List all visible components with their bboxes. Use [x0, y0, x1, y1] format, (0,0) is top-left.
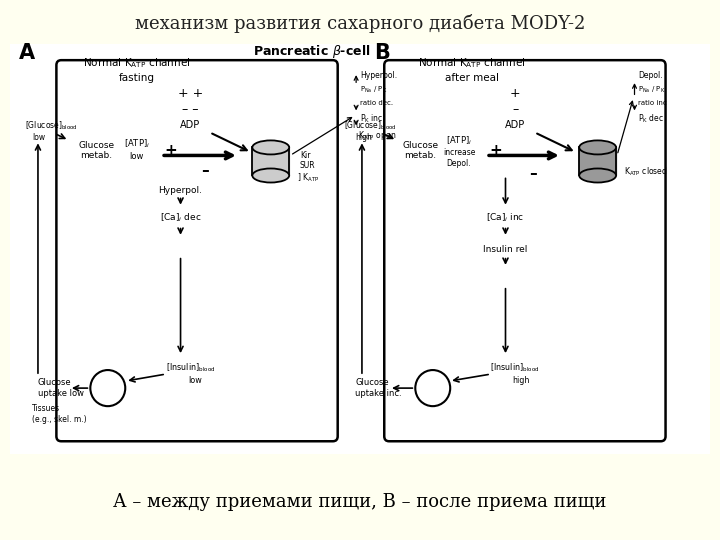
- Text: –: –: [512, 103, 518, 116]
- Text: low: low: [32, 133, 45, 142]
- Text: А – между приемами пищи, В – после приема пищи: А – между приемами пищи, В – после прием…: [113, 493, 607, 511]
- Text: ] K$_{\rm ATP}$: ] K$_{\rm ATP}$: [297, 171, 320, 184]
- Text: ratio inc: ratio inc: [639, 100, 667, 106]
- Text: increase: increase: [443, 148, 475, 157]
- FancyBboxPatch shape: [384, 60, 665, 441]
- Text: low: low: [130, 152, 144, 161]
- Text: +: +: [490, 143, 502, 158]
- Ellipse shape: [252, 140, 289, 154]
- Text: ratio dec.: ratio dec.: [360, 100, 393, 106]
- Text: [ATP]$_i$: [ATP]$_i$: [124, 137, 150, 150]
- Text: [Insulin]$_{\rm blood}$: [Insulin]$_{\rm blood}$: [490, 362, 540, 374]
- Text: Tissues
(e.g., skel. m.): Tissues (e.g., skel. m.): [32, 404, 87, 424]
- Text: Insulin rel: Insulin rel: [483, 245, 528, 254]
- Ellipse shape: [579, 140, 616, 154]
- Text: K$_{\rm ATP}$ open: K$_{\rm ATP}$ open: [358, 129, 397, 142]
- Text: +: +: [510, 87, 521, 100]
- Text: A: A: [19, 43, 35, 63]
- Text: [Ca]$_i$ dec: [Ca]$_i$ dec: [160, 211, 202, 224]
- Text: P$_{\rm Na}$ / P$_{\rm K}$: P$_{\rm Na}$ / P$_{\rm K}$: [639, 85, 666, 96]
- Text: Hyperpol.: Hyperpol.: [360, 71, 397, 80]
- Text: [Glucose]$_{\rm blood}$: [Glucose]$_{\rm blood}$: [343, 119, 396, 132]
- Text: [Insulin]$_{\rm blood}$: [Insulin]$_{\rm blood}$: [166, 362, 215, 374]
- Text: low: low: [188, 376, 202, 384]
- Text: Glucose
metab.: Glucose metab.: [402, 141, 438, 160]
- Text: B: B: [374, 43, 390, 63]
- Text: after meal: after meal: [444, 73, 498, 83]
- Text: [ATP]$_i$: [ATP]$_i$: [446, 134, 472, 147]
- Text: P$_{\rm K}$ dec: P$_{\rm K}$ dec: [639, 112, 665, 125]
- Text: high: high: [513, 376, 530, 384]
- Text: K$_{\rm ATP}$ closed: K$_{\rm ATP}$ closed: [624, 165, 667, 178]
- Text: Pancreatic $\beta$-cell: Pancreatic $\beta$-cell: [253, 43, 370, 60]
- Text: –: –: [201, 163, 209, 178]
- Text: ADP: ADP: [505, 120, 526, 130]
- Text: [Ca]$_i$ inc: [Ca]$_i$ inc: [486, 211, 525, 224]
- Text: – –: – –: [182, 103, 199, 116]
- Text: [Glucose]$_{\rm blood}$: [Glucose]$_{\rm blood}$: [25, 119, 78, 132]
- Text: +: +: [164, 143, 177, 158]
- Circle shape: [415, 370, 450, 406]
- Text: P$_{\rm Na}$ / P$_{\rm K}$: P$_{\rm Na}$ / P$_{\rm K}$: [360, 85, 387, 96]
- Text: ADP: ADP: [180, 120, 200, 130]
- Text: + +: + +: [178, 87, 203, 100]
- Ellipse shape: [579, 168, 616, 183]
- Ellipse shape: [252, 168, 289, 183]
- Text: P$_{\rm K}$ inc: P$_{\rm K}$ inc: [360, 112, 384, 125]
- Text: Glucose
metab.: Glucose metab.: [78, 141, 114, 160]
- Text: Glucose
uptake low: Glucose uptake low: [38, 379, 84, 398]
- Text: Depol.: Depol.: [639, 71, 663, 80]
- Text: Glucose
uptake inc.: Glucose uptake inc.: [355, 379, 402, 398]
- Text: Hyperpol.: Hyperpol.: [158, 186, 202, 195]
- Text: –: –: [528, 166, 536, 181]
- Text: Normal K$_{\rm ATP}$ channel: Normal K$_{\rm ATP}$ channel: [84, 56, 191, 70]
- Text: SUR: SUR: [300, 161, 315, 170]
- Text: Normal K$_{\rm ATP}$ channel: Normal K$_{\rm ATP}$ channel: [418, 56, 526, 70]
- Text: Depol.: Depol.: [446, 159, 472, 168]
- Text: high: high: [355, 133, 372, 142]
- Circle shape: [90, 370, 125, 406]
- FancyBboxPatch shape: [10, 44, 710, 454]
- FancyBboxPatch shape: [56, 60, 338, 441]
- Text: механизм развития сахарного диабета MODY-2: механизм развития сахарного диабета MODY…: [135, 14, 585, 33]
- Text: Kir: Kir: [300, 151, 310, 160]
- Text: fasting: fasting: [119, 73, 155, 83]
